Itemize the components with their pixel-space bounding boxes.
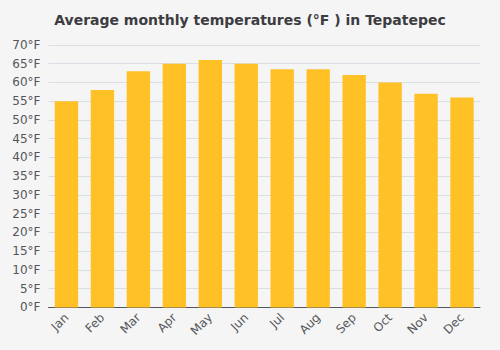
svg-text:70°F: 70°F <box>12 38 40 52</box>
svg-text:Oct: Oct <box>370 310 395 335</box>
svg-text:5°F: 5°F <box>20 282 41 296</box>
svg-text:10°F: 10°F <box>12 263 40 277</box>
svg-text:Jul: Jul <box>266 311 287 332</box>
svg-text:Jan: Jan <box>48 311 72 335</box>
svg-text:Dec: Dec <box>441 311 467 337</box>
svg-text:Nov: Nov <box>405 311 431 337</box>
svg-text:0°F: 0°F <box>20 300 41 314</box>
svg-text:Jun: Jun <box>227 311 251 335</box>
svg-text:25°F: 25°F <box>12 207 40 221</box>
svg-text:65°F: 65°F <box>12 57 40 71</box>
svg-text:Sep: Sep <box>333 311 359 337</box>
svg-text:Mar: Mar <box>117 310 143 336</box>
svg-text:Aug: Aug <box>297 311 323 337</box>
svg-text:50°F: 50°F <box>12 113 40 127</box>
svg-text:Feb: Feb <box>82 311 107 336</box>
svg-text:55°F: 55°F <box>12 94 40 108</box>
svg-text:35°F: 35°F <box>12 169 40 183</box>
svg-text:Apr: Apr <box>155 310 180 335</box>
svg-text:40°F: 40°F <box>12 150 40 164</box>
svg-text:60°F: 60°F <box>12 75 40 89</box>
svg-text:Average monthly temperatures (: Average monthly temperatures (°F ) in Te… <box>54 12 446 28</box>
svg-text:May: May <box>188 311 215 338</box>
svg-text:30°F: 30°F <box>12 188 40 202</box>
svg-text:15°F: 15°F <box>12 244 40 258</box>
svg-text:20°F: 20°F <box>12 225 40 239</box>
svg-text:45°F: 45°F <box>12 132 40 146</box>
